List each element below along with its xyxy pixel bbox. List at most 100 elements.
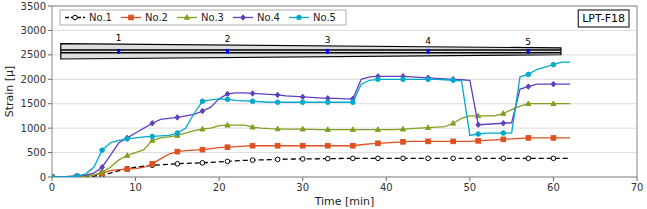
- y-axis-label: Strain [μ]: [3, 66, 16, 118]
- y-tick: [48, 30, 52, 31]
- legend-label: No.2: [145, 12, 168, 23]
- series-marker: [125, 135, 130, 141]
- beam-shape: [61, 44, 561, 59]
- series-marker: [200, 161, 205, 166]
- y-tick-label: 0: [40, 172, 46, 183]
- series-marker: [52, 175, 54, 177]
- series-marker: [225, 122, 230, 127]
- series-marker: [551, 101, 556, 106]
- series-marker: [300, 126, 305, 131]
- series-marker: [75, 174, 80, 177]
- series-marker: [551, 156, 556, 161]
- series-marker: [325, 100, 330, 105]
- series-marker: [225, 145, 230, 150]
- gauge-label: 5: [525, 37, 531, 47]
- x-tick-label: 20: [213, 182, 226, 193]
- y-tick-label: 2500: [21, 49, 46, 60]
- series: [52, 74, 570, 177]
- series-marker: [125, 153, 130, 158]
- series-line: [52, 76, 570, 177]
- series-marker: [526, 156, 531, 161]
- series-marker: [150, 162, 155, 167]
- title-box: [578, 10, 629, 27]
- series-marker: [75, 174, 80, 177]
- series: [52, 101, 570, 177]
- series-marker: [250, 124, 255, 129]
- title: LPT-F18: [582, 12, 625, 25]
- y-tick: [48, 54, 52, 55]
- gauge-point: [117, 49, 120, 54]
- series-marker: [401, 156, 406, 161]
- x-tick: [52, 177, 53, 181]
- series-line: [52, 104, 570, 177]
- legend: No.1No.2No.3No.4No.5: [60, 10, 346, 25]
- series-marker: [175, 149, 180, 154]
- series-marker: [526, 101, 531, 106]
- y-tick: [48, 152, 52, 153]
- series: [52, 62, 570, 177]
- y-tick: [48, 6, 52, 7]
- series-marker: [75, 174, 80, 177]
- gauge-diagram: 12345: [61, 33, 561, 59]
- series-marker: [175, 115, 180, 121]
- series-marker: [325, 127, 330, 132]
- x-tick: [219, 177, 220, 181]
- series-marker: [351, 156, 356, 161]
- y-tick-label: 1500: [21, 98, 46, 109]
- series-marker: [501, 120, 506, 126]
- x-axis-label: Time [min]: [314, 195, 375, 208]
- series-marker: [125, 137, 130, 142]
- series-line: [52, 62, 570, 177]
- y-tick: [48, 103, 52, 104]
- x-tick-label: 10: [129, 182, 142, 193]
- series-marker: [501, 156, 506, 161]
- series-marker: [551, 136, 556, 141]
- series-marker: [451, 156, 456, 161]
- legend-label: No.4: [257, 12, 280, 23]
- gauge-point: [527, 49, 530, 54]
- series-marker: [200, 147, 205, 152]
- series-marker: [401, 77, 406, 82]
- series-marker: [325, 156, 330, 161]
- y-tick-label: 3500: [21, 1, 46, 12]
- series-marker: [200, 126, 205, 131]
- series-line: [52, 158, 570, 177]
- x-tick-label: 0: [49, 182, 55, 193]
- x-tick: [135, 177, 136, 181]
- series-marker: [351, 100, 356, 105]
- y-tick: [48, 177, 52, 178]
- grid-line: [52, 128, 637, 129]
- series-marker: [175, 162, 180, 167]
- series-marker: [275, 157, 280, 162]
- x-tick: [302, 177, 303, 181]
- series-marker: [426, 77, 431, 82]
- series-marker: [250, 91, 255, 97]
- gauge-label: 4: [425, 36, 431, 46]
- gauge-label: 2: [225, 34, 231, 44]
- tendon-line: [61, 49, 561, 51]
- series-marker: [150, 120, 155, 126]
- gauge-point: [226, 49, 229, 54]
- grid-line: [52, 79, 637, 80]
- series-marker: [225, 97, 230, 102]
- legend-label: No.3: [201, 12, 224, 23]
- x-tick: [637, 177, 638, 181]
- series-line: [52, 138, 570, 177]
- series-marker: [551, 62, 556, 67]
- grid-line: [52, 152, 637, 153]
- y-tick-label: 500: [27, 147, 46, 158]
- series-marker: [401, 140, 406, 145]
- series: [52, 156, 570, 177]
- series: [52, 136, 570, 177]
- series-marker: [451, 120, 456, 125]
- x-tick-label: 60: [547, 182, 560, 193]
- series-marker: [526, 136, 531, 141]
- chart: 0500100015002000250030003500010203040506…: [0, 0, 647, 209]
- series-marker: [125, 166, 130, 171]
- series-marker: [150, 134, 155, 139]
- series-marker: [100, 164, 105, 170]
- gauge-point: [427, 49, 430, 54]
- grid-line: [52, 30, 637, 31]
- legend-marker: [184, 15, 189, 20]
- series-marker: [501, 131, 506, 136]
